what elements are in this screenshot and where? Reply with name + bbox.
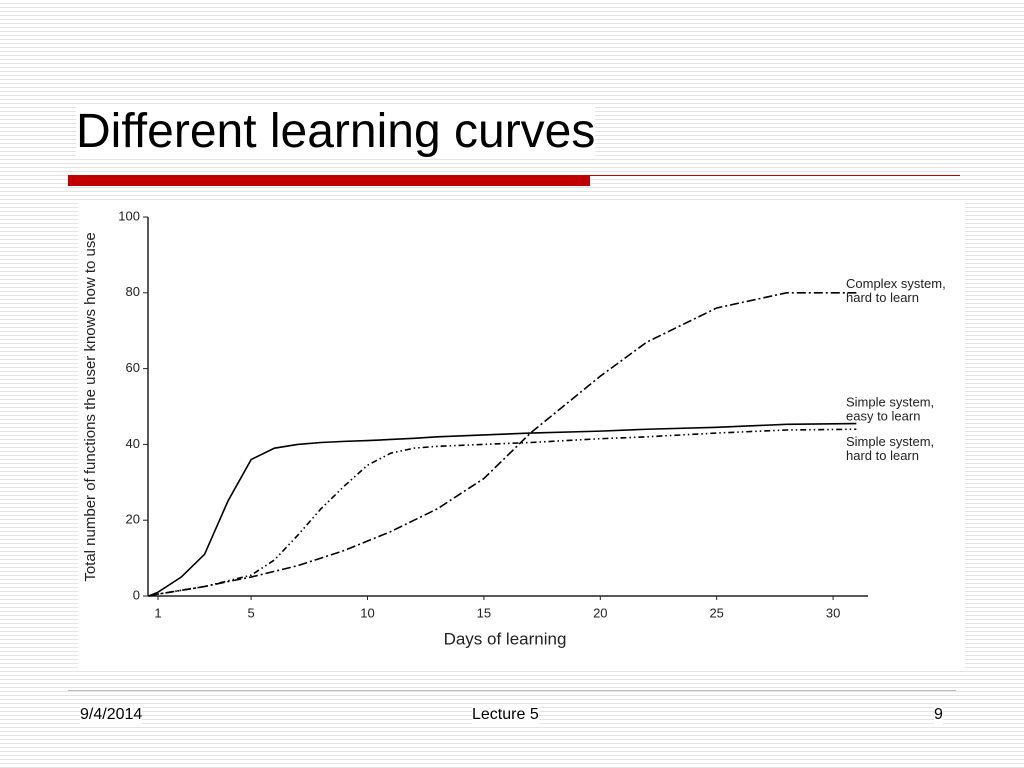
y-tick-label: 40 xyxy=(126,436,140,451)
y-tick-label: 60 xyxy=(126,360,140,375)
y-tick-label: 20 xyxy=(126,512,140,527)
x-tick-label: 20 xyxy=(593,605,607,620)
footer-rule xyxy=(68,690,956,691)
series-label-line: Simple system, xyxy=(846,395,934,410)
y-tick-label: 100 xyxy=(118,208,140,223)
x-axis-title: Days of learning xyxy=(444,629,567,648)
series-label-line: hard to learn xyxy=(846,449,919,464)
series-label: Simple system, easy to learn xyxy=(846,395,934,424)
x-tick-label: 5 xyxy=(248,605,255,620)
footer-date: 9/4/2014 xyxy=(80,706,143,724)
chart: Days of learning Total number of functio… xyxy=(78,200,965,668)
series-label-line: hard to learn xyxy=(846,290,919,305)
series-line xyxy=(148,292,857,597)
footer-center: Lecture 5 xyxy=(472,706,539,724)
x-tick-label: 1 xyxy=(154,605,161,620)
series-label: Simple system, hard to learn xyxy=(846,435,934,464)
page-number: 9 xyxy=(934,706,943,724)
series-label-line: easy to learn xyxy=(846,409,920,424)
title-rule xyxy=(590,175,960,176)
x-tick-label: 25 xyxy=(709,605,723,620)
y-axis-title: Total number of functions the user knows… xyxy=(82,232,99,581)
slide-title: Different learning curves xyxy=(76,104,596,159)
series-label-line: Simple system, xyxy=(846,435,934,450)
x-tick-label: 30 xyxy=(826,605,840,620)
y-tick-label: 0 xyxy=(133,587,140,602)
series-label-line: Complex system, xyxy=(846,276,946,291)
title-bar xyxy=(68,175,590,186)
series-line xyxy=(148,422,857,597)
x-tick-label: 10 xyxy=(360,605,374,620)
x-tick-label: 15 xyxy=(477,605,491,620)
series-label: Complex system, hard to learn xyxy=(846,276,946,305)
y-tick-label: 80 xyxy=(126,284,140,299)
